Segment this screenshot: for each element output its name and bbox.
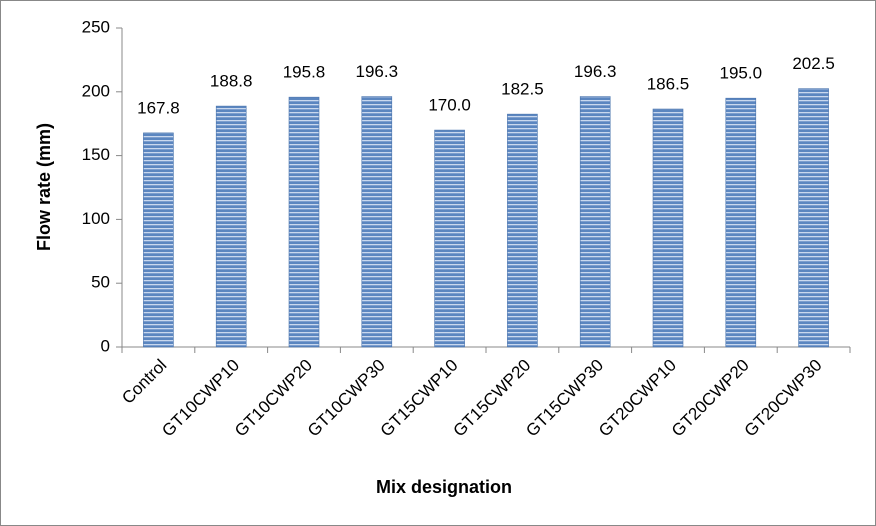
data-label: 195.0: [720, 64, 763, 83]
y-tick-label: 150: [82, 145, 110, 164]
bar: [143, 132, 174, 348]
data-label: 196.3: [574, 62, 617, 81]
y-tick-label: 200: [82, 81, 110, 100]
y-tick-label: 0: [101, 336, 110, 355]
y-tick-label: 100: [82, 209, 110, 228]
y-tick-label: 50: [91, 273, 110, 292]
y-axis-title: Flow rate (mm): [34, 123, 54, 251]
data-label: 167.8: [137, 98, 180, 117]
data-label: 195.8: [283, 63, 326, 82]
bar: [215, 105, 247, 348]
bar: [725, 97, 757, 348]
bar: [798, 88, 829, 348]
bar: [652, 108, 684, 348]
data-label: 182.5: [501, 80, 544, 99]
x-axis-title: Mix designation: [376, 477, 512, 497]
data-label: 186.5: [647, 75, 690, 94]
bar: [507, 113, 538, 348]
data-label: 196.3: [356, 62, 399, 81]
data-label: 170.0: [428, 96, 471, 115]
data-label: 202.5: [792, 54, 835, 73]
bar: [288, 96, 320, 348]
bar: [579, 96, 611, 348]
y-tick-label: 250: [82, 17, 110, 36]
bar: [361, 96, 393, 348]
bar: [434, 129, 465, 348]
data-label: 188.8: [210, 72, 253, 91]
